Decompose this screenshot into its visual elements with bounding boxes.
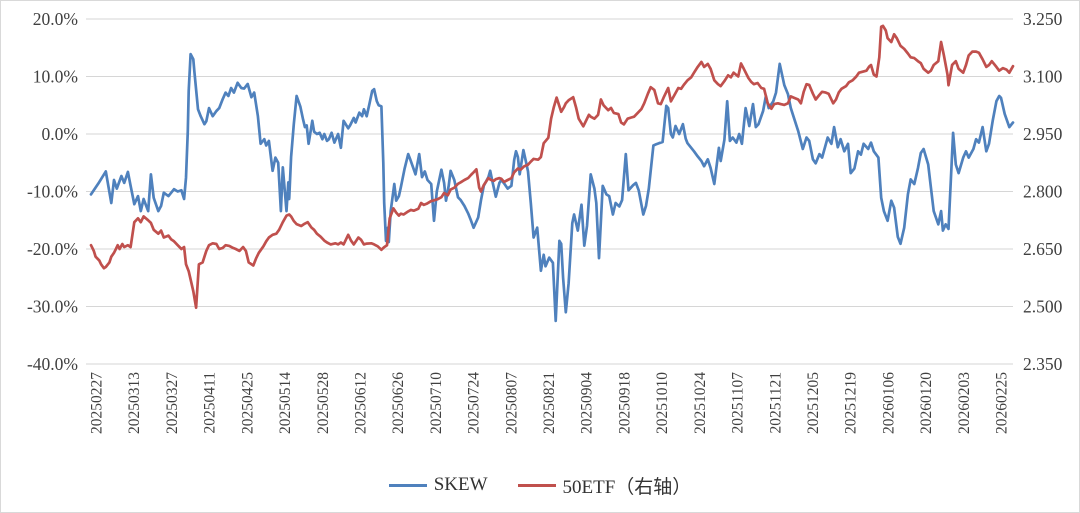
- x-axis-label: 20250724: [466, 372, 483, 434]
- y-axis-label-right: 2.800: [1023, 182, 1063, 202]
- x-axis-label: 20250313: [126, 372, 143, 434]
- x-axis-label: 20260106: [880, 372, 897, 434]
- etf-line-swatch: [517, 483, 556, 487]
- legend-item-etf[interactable]: 50ETF（右轴）: [517, 472, 692, 499]
- y-axis-label-left: -30.0%: [27, 297, 78, 317]
- x-axis-label: 20251107: [730, 372, 747, 434]
- y-axis-label-right: 3.250: [1023, 9, 1063, 29]
- x-axis-label: 20250904: [579, 372, 596, 434]
- x-axis-label: 20250425: [239, 372, 256, 434]
- x-axis-label: 20251024: [692, 372, 709, 434]
- x-axis-label: 20251121: [767, 372, 784, 433]
- y-axis-label-right: 2.950: [1023, 124, 1063, 144]
- y-axis-label-left: 10.0%: [33, 67, 78, 87]
- x-axis-label: 20250710: [428, 372, 445, 434]
- skew-line-swatch: [388, 483, 427, 487]
- dual-axis-line-chart: 20.0% 3.250 10.0% 3.100 0.0% 2.950 -10.0% 2.800…: [27, 9, 1063, 434]
- y-axis-label-right: 2.350: [1023, 354, 1063, 374]
- y-axis-label-left: -40.0%: [27, 354, 78, 374]
- x-axis-label: 20250807: [503, 372, 520, 434]
- x-axis-label: 20250528: [315, 372, 332, 434]
- legend-item-skew[interactable]: SKEW: [388, 474, 488, 496]
- y-axis-label-right: 2.650: [1023, 239, 1063, 259]
- skew-series-line: [89, 52, 1015, 323]
- legend-label-skew: SKEW: [433, 474, 488, 495]
- x-axis-label: 20251010: [654, 372, 671, 434]
- x-axis-label: 20250227: [89, 372, 106, 434]
- x-axis-label: 20260120: [918, 372, 935, 434]
- x-axis-label: 20250918: [616, 372, 633, 434]
- y-axis-label-right: 2.500: [1023, 297, 1063, 317]
- x-axis-label: 20250612: [352, 372, 369, 434]
- x-axis-label: 20250626: [390, 372, 407, 434]
- y-axis-label-left: -10.0%: [27, 182, 78, 202]
- chart-legend: SKEW 50ETF（右轴）: [1, 467, 1079, 503]
- x-axis-label: 20250514: [277, 372, 294, 434]
- x-axis-label: 20250411: [202, 372, 219, 433]
- x-axis-label: 20250327: [164, 372, 181, 434]
- y-axis-label-left: 20.0%: [33, 9, 78, 29]
- y-axis-label-left: -20.0%: [27, 239, 78, 259]
- y-axis-label-right: 3.100: [1023, 67, 1063, 87]
- x-axis-label: 20251219: [843, 372, 860, 434]
- legend-label-etf: 50ETF（右轴）: [562, 476, 692, 498]
- x-axis-label: 20260225: [994, 372, 1011, 434]
- x-axis-label: 20260203: [956, 372, 973, 434]
- x-axis-label: 20250821: [541, 372, 558, 434]
- etf-series-line: [89, 24, 1015, 310]
- x-axis-label: 20251205: [805, 372, 822, 434]
- y-axis-label-left: 0.0%: [42, 124, 78, 144]
